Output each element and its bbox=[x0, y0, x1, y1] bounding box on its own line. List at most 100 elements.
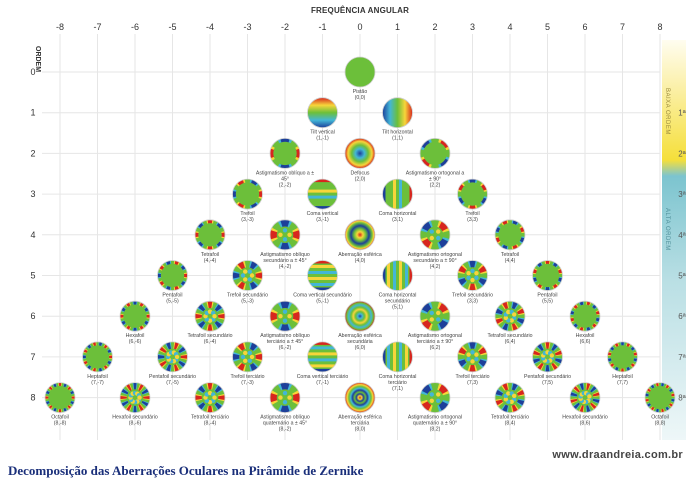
zernike-term: Hexafoil (6,-6) bbox=[119, 300, 151, 345]
zernike-term: Astigmatismo oblíquo quaternário a ± 45°(… bbox=[260, 382, 310, 433]
term-label: Tetrafoil terciário (8,-4) bbox=[191, 415, 229, 427]
zernike-term: Astigmatismo ortogonal secundário a ± 90°… bbox=[408, 219, 462, 270]
zernike-term: Heptafoil (7,7) bbox=[607, 341, 638, 386]
term-label: Aberração esférica secundária (6,0) bbox=[338, 333, 382, 351]
order-mark: 6ª bbox=[678, 312, 685, 321]
y-tick-label: 2 bbox=[30, 148, 35, 158]
term-label: Astigmatismo oblíquo secundário a ± 45° (4… bbox=[260, 252, 310, 270]
zernike-term: Coma vertical secundário (5,-1) bbox=[293, 260, 352, 305]
zernike-term: Octafoil (8,-8) bbox=[44, 382, 76, 427]
x-axis-title: FREQUÊNCIA ANGULAR bbox=[310, 6, 410, 15]
x-tick-label: -2 bbox=[281, 22, 289, 32]
term-label: Hexafoil (6,6) bbox=[576, 333, 595, 345]
term-label: Hexafoil (6,-6) bbox=[126, 333, 145, 345]
order-mark: 3ª bbox=[678, 190, 685, 199]
term-label: Pistão (0,0) bbox=[353, 89, 368, 101]
zernike-term: Hexafoil secundário (8,-6) bbox=[112, 382, 158, 427]
term-label: Aberração esférica (4,0) bbox=[338, 252, 382, 264]
order-mark: 8ª bbox=[678, 394, 685, 403]
zernike-term: Trefoil (3,3) bbox=[457, 178, 488, 223]
term-label: Tilt vertical (1,-1) bbox=[310, 130, 335, 142]
term-label: Tilt horizontal (1,1) bbox=[382, 130, 413, 142]
zernike-term: Coma vertical (3,-1) bbox=[307, 178, 338, 223]
term-label: Trefoil (3,-3) bbox=[240, 211, 254, 223]
term-label: Hexafoil secundário (8,6) bbox=[562, 415, 608, 427]
term-label: Astigmatismo ortogonal terciário a ± 90°(… bbox=[408, 333, 462, 351]
zernike-term: Tilt horizontal (1,1) bbox=[382, 97, 413, 142]
zernike-term: Tetrafoil terciário (8,4) bbox=[491, 382, 529, 427]
website-url[interactable]: www.draandreia.com.br bbox=[552, 449, 683, 461]
order-mark: 7ª bbox=[678, 353, 685, 362]
term-label: Pentafoil secundário (7,-5) bbox=[149, 374, 196, 386]
order-mark: 2ª bbox=[678, 149, 685, 158]
x-tick-label: 2 bbox=[432, 22, 437, 32]
x-tick-label: 8 bbox=[657, 22, 662, 32]
order-band: 1ª 2ª 3ª 4ª 5ª 6ª 7ª 8ª BAIXA ORDEM ALTA ORDEM bbox=[662, 40, 686, 440]
order-mark: 1ª bbox=[678, 109, 685, 118]
zernike-term: Trefoil (3,-3) bbox=[232, 178, 263, 223]
term-label: Octafoil (8,-8) bbox=[51, 415, 69, 427]
zernike-term: Trefoil terciário (7,-3) bbox=[230, 341, 265, 386]
x-tick-label: 0 bbox=[357, 22, 362, 32]
y-axis-title: ORDEM bbox=[34, 46, 41, 72]
term-label: Pentafoil (5,-5) bbox=[162, 293, 182, 305]
x-tick-label: -7 bbox=[93, 22, 101, 32]
term-label: Astigmatismo ortogonal a ± 90° (2,2) bbox=[406, 170, 465, 188]
zernike-term: Astigmatismo oblíquo secundário a ± 45° (4… bbox=[260, 219, 310, 270]
zernike-term: Astigmatismo ortogonal a ± 90° (2,2) bbox=[406, 137, 465, 188]
term-label: Astigmatismo oblíquo quaternário a ± 45°(… bbox=[260, 415, 310, 433]
zernike-term: Coma horizontal terciário (7,1) bbox=[379, 341, 417, 392]
axes: -8 -7 -6 -5 -4 -3 -2 -1 0 1 2 3 4 5 6 7 8 0 1 2 3 4 5 6 7 8 ORDEM bbox=[30, 22, 662, 403]
zernike-term: Tetrafoil (4,-4) bbox=[194, 219, 226, 264]
x-tick-label: 1 bbox=[395, 22, 400, 32]
term-label: Heptafoil (7,-7) bbox=[87, 374, 107, 386]
term-label: Coma vertical terciário (7,-1) bbox=[297, 374, 349, 386]
zernike-term: Tetrafoil terciário (8,-4) bbox=[191, 382, 229, 427]
zernike-term: Coma horizontal (3,1) bbox=[379, 178, 417, 223]
zernike-term: Astigmatismo ortogonal quaternário a ± 90… bbox=[408, 382, 462, 433]
y-tick-label: 8 bbox=[30, 393, 35, 403]
figure-caption: Decomposição das Aberrações Oculares na … bbox=[8, 463, 364, 478]
zernike-term: Hexafoil (6,6) bbox=[569, 300, 601, 345]
order-mark: 5ª bbox=[678, 272, 685, 281]
term-label: Tetrafoil (4,-4) bbox=[201, 252, 219, 264]
high-order-label: ALTA ORDEM bbox=[664, 208, 670, 251]
term-label: Pentafoil (5,5) bbox=[537, 293, 557, 305]
x-tick-label: -3 bbox=[243, 22, 251, 32]
x-tick-label: 6 bbox=[582, 22, 587, 32]
zernike-term: Trefoil secundário (5,-3) bbox=[227, 260, 268, 305]
zernike-term: Astigmatismo oblíquo terciário a ± 45° (6,… bbox=[260, 300, 310, 351]
zernike-term: Trefoil terciário (7,3) bbox=[455, 341, 490, 386]
term-label: Coma horizontal (3,1) bbox=[379, 211, 417, 223]
zernike-term: Aberração esférica secundária (6,0) bbox=[338, 300, 382, 351]
zernike-term: Aberração esférica (4,0) bbox=[338, 219, 382, 264]
term-label: Astigmatismo ortogonal quaternário a ± 90… bbox=[408, 415, 462, 433]
x-tick-label: 7 bbox=[620, 22, 625, 32]
term-label: Tetrafoil secundário (6,4) bbox=[488, 333, 533, 345]
x-tick-label: -1 bbox=[318, 22, 326, 32]
zernike-term: Tetrafoil secundário (6,4) bbox=[488, 300, 533, 345]
term-label: Coma horizontal terciário (7,1) bbox=[379, 374, 417, 392]
x-tick-label: -4 bbox=[206, 22, 214, 32]
x-tick-label: 3 bbox=[470, 22, 475, 32]
zernike-term: Heptafoil (7,-7) bbox=[82, 341, 113, 386]
term-label: Trefoil secundário (5,-3) bbox=[227, 293, 268, 305]
zernike-term: Tilt vertical (1,-1) bbox=[307, 97, 338, 142]
term-label: Astigmatismo oblíquo terciário a ± 45° (6,… bbox=[260, 333, 310, 351]
zernike-term: Coma vertical terciário (7,-1) bbox=[297, 341, 349, 386]
zernike-term: Pistão (0,0) bbox=[344, 56, 376, 101]
term-label: Coma vertical secundário (5,-1) bbox=[293, 293, 352, 305]
zernike-term: Astigmatismo ortogonal terciário a ± 90°(… bbox=[408, 300, 462, 351]
order-band-bar bbox=[662, 40, 686, 440]
term-label: Defocus (2,0) bbox=[350, 170, 369, 182]
term-label: Aberração esférica terciária (8,0) bbox=[338, 415, 382, 433]
zernike-term: Defocus (2,0) bbox=[344, 137, 376, 182]
y-tick-label: 5 bbox=[30, 271, 35, 281]
low-order-label: BAIXA ORDEM bbox=[664, 88, 670, 135]
zernike-term: Hexafoil secundário (8,6) bbox=[562, 382, 608, 427]
term-label: Astigmatismo oblíquo a ±45° (2,-2) bbox=[256, 170, 314, 188]
term-label: Trefoil terciário (7,-3) bbox=[230, 374, 264, 386]
y-tick-label: 4 bbox=[30, 230, 35, 240]
y-tick-label: 1 bbox=[30, 108, 35, 118]
zernike-term: Pentafoil (5,5) bbox=[532, 260, 563, 305]
